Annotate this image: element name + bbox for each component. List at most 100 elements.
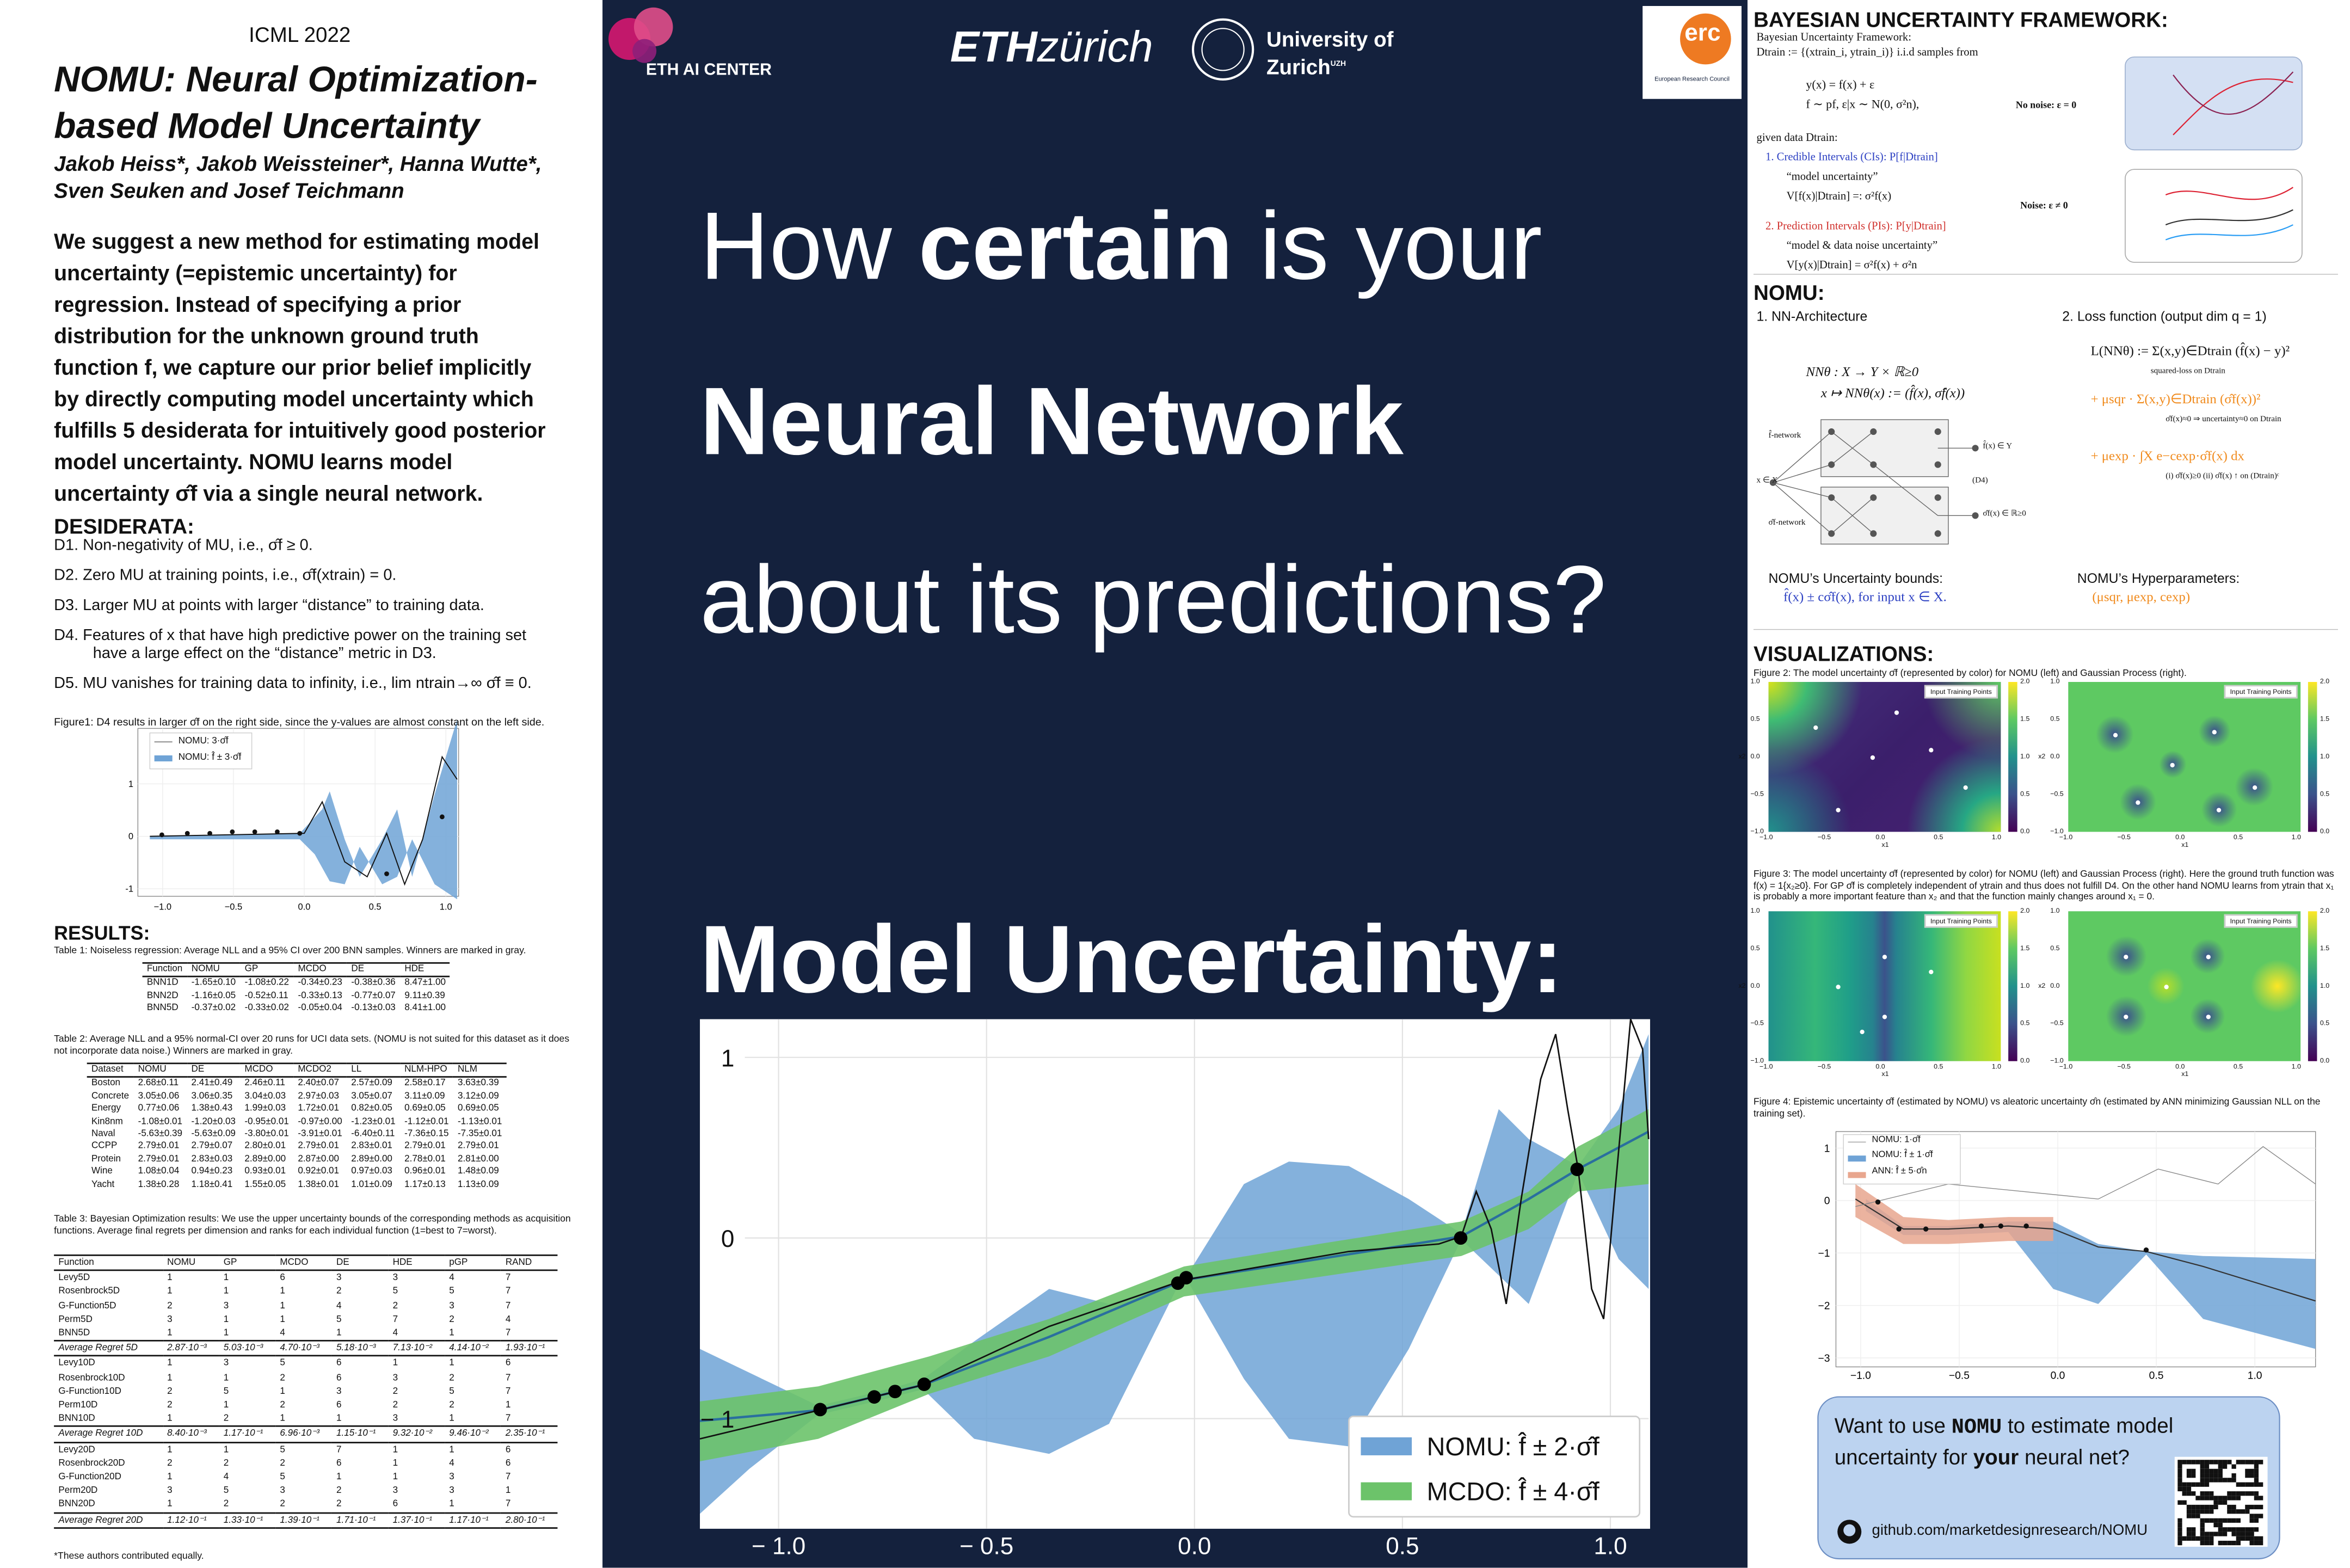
x-tick-label: −1.0 [1850, 1370, 1871, 1382]
table-cell: -3.80±0.01 [244, 1128, 289, 1139]
table-cell: 2 [280, 1372, 285, 1383]
colorbar-tick: 1.5 [2020, 944, 2030, 952]
qr-cell [2259, 1514, 2263, 1518]
qr-cell [2218, 1540, 2223, 1546]
table-cell: 7 [505, 1372, 511, 1383]
table-cell: -1.16±0.05 [191, 990, 236, 1001]
table-cell: 3 [449, 1485, 454, 1497]
header-cell: pGP [444, 1254, 501, 1271]
table3: Function NOMU GP MCDO DE HDE pGP RAND Levy5D 1 1 6 3… [54, 1254, 558, 1529]
table-cell: 3 [392, 1485, 398, 1497]
table-cell: 2.35·10⁻¹ [501, 1426, 558, 1443]
qr-cell [2186, 1491, 2192, 1496]
legend-box [1348, 1415, 1641, 1518]
model-formula: y(x) = f(x) + ε f ∼ pf, ε|x ∼ N(0, σ²n), [1806, 75, 1919, 114]
table-cell: 1.15·10⁻¹ [331, 1426, 389, 1443]
legend-label: MCDO: f̂ ± 4·σ̂f [1427, 1478, 1600, 1506]
desideratum: D2. Zero MU at training points, i.e., σ̂… [54, 566, 397, 585]
table-cell: G-Function5D [58, 1300, 116, 1311]
table-cell: 1 [392, 1472, 398, 1483]
x-tick-label: 1.0 [1991, 833, 2002, 841]
qr-cell [2222, 1460, 2228, 1465]
qr-cell [2182, 1486, 2187, 1492]
x-tick-label: 0.5 [1386, 1533, 1419, 1560]
table-cell: 3 [392, 1413, 398, 1424]
qr-cell [2245, 1536, 2250, 1541]
qr-cell [2218, 1532, 2223, 1536]
table-cell: 3 [167, 1314, 173, 1325]
table-cell: 5 [280, 1444, 285, 1455]
github-link[interactable]: github.com/marketdesignresearch/NOMU [1872, 1522, 2148, 1540]
table-cell: Energy [91, 1103, 121, 1114]
colorbar-tick: 0.5 [2020, 790, 2030, 798]
table-cell: 1 [223, 1314, 229, 1325]
qr-cell [2204, 1504, 2210, 1510]
table-cell: 1 [505, 1400, 511, 1411]
qr-cell [2191, 1536, 2196, 1541]
table-cell: 7 [505, 1272, 511, 1283]
x-tick-label: −1.0 [2059, 1062, 2073, 1071]
x-tick-label: 1.0 [2291, 1062, 2301, 1071]
ci-formula: V[f(x)|Dtrain] =: σ²f(x) [1786, 188, 1892, 202]
axis-label: x1 [1881, 840, 1889, 848]
table-row: Protein 2.79±0.01 2.83±0.03 2.89±0.00 2.87±0… [87, 1154, 507, 1166]
qr-cell [2209, 1473, 2214, 1478]
qr-cell [2227, 1509, 2232, 1514]
heatmap: Input Training Points [1768, 911, 2001, 1061]
x-tick-label: 0.5 [2233, 833, 2243, 841]
figure-caption: Figure 3: The model uncertainty σ̂f (rep… [1753, 869, 2334, 903]
table-cell: 3.11±0.09 [404, 1091, 445, 1102]
qr-cell [2200, 1527, 2205, 1532]
table-cell: 7.13·10⁻² [388, 1340, 445, 1357]
qr-cell [2249, 1532, 2254, 1536]
qr-cell [2249, 1504, 2254, 1510]
table-cell: 2.40±0.07 [298, 1078, 340, 1089]
uzh-logo: University of ZurichUZH [1266, 27, 1394, 81]
qr-cell [2231, 1532, 2236, 1536]
nn-nodes [1769, 428, 1979, 537]
table-row: Levy10D 1 3 5 6 1 1 6 [54, 1356, 557, 1371]
table-cell: Boston [91, 1078, 121, 1089]
qr-cell [2200, 1460, 2205, 1465]
qr-cell [2245, 1532, 2250, 1536]
eth-logo-part: zürich [1037, 24, 1153, 72]
table-cell: -1.12±0.01 [404, 1116, 449, 1127]
qr-cell [2259, 1460, 2263, 1465]
nn-diagram [1773, 419, 1976, 545]
x-tick-label: 0.5 [2149, 1370, 2164, 1382]
table-cell: 1 [449, 1358, 454, 1369]
qr-cell [2186, 1482, 2192, 1487]
table-cell: 1.48±0.09 [457, 1166, 499, 1177]
colorbar-tick: 0.5 [2320, 790, 2330, 798]
table-cell: 1 [280, 1300, 285, 1311]
training-point [1882, 1013, 1887, 1019]
training-point [917, 1378, 931, 1391]
qr-cell [2254, 1514, 2259, 1518]
table-cell: 5 [392, 1286, 398, 1298]
training-point [813, 1403, 827, 1417]
eth-logo: ETHzürich [950, 24, 1153, 73]
qr-cell [2218, 1478, 2223, 1483]
formula-line: x ↦ NNθ(x) := (f̂(x), σ̂f(x)) [1820, 385, 1965, 401]
qr-cell [2254, 1527, 2259, 1532]
y-tick-label: −1.0 [1750, 827, 1764, 835]
training-point [867, 1390, 881, 1404]
table: Function NOMU GP MCDO DE HDE pGP RAND Levy5D 1 1 6 3… [54, 1254, 558, 1529]
arch-label: f̂-network [1768, 432, 1801, 441]
table-cell: 2 [392, 1386, 398, 1397]
table-cell: 3 [392, 1272, 398, 1283]
table-cell: 6.96·10⁻³ [275, 1426, 332, 1443]
y-tick-label: −3 [1818, 1353, 1830, 1364]
qr-cell [2191, 1509, 2196, 1514]
decor-curve [2173, 78, 2293, 136]
colorbar-tick: 1.0 [2320, 752, 2330, 760]
table-cell: 9.11±0.39 [404, 990, 445, 1001]
axis-label: x1 [1881, 1070, 1889, 1078]
qr-cell [2218, 1464, 2223, 1469]
y-tick-label: 1.0 [1750, 907, 1760, 914]
table-cell: 2.79±0.07 [191, 1141, 233, 1152]
qr-cell [2195, 1514, 2200, 1518]
qr-cell [2191, 1532, 2196, 1536]
x-tick-label: −0.5 [1817, 833, 1831, 841]
